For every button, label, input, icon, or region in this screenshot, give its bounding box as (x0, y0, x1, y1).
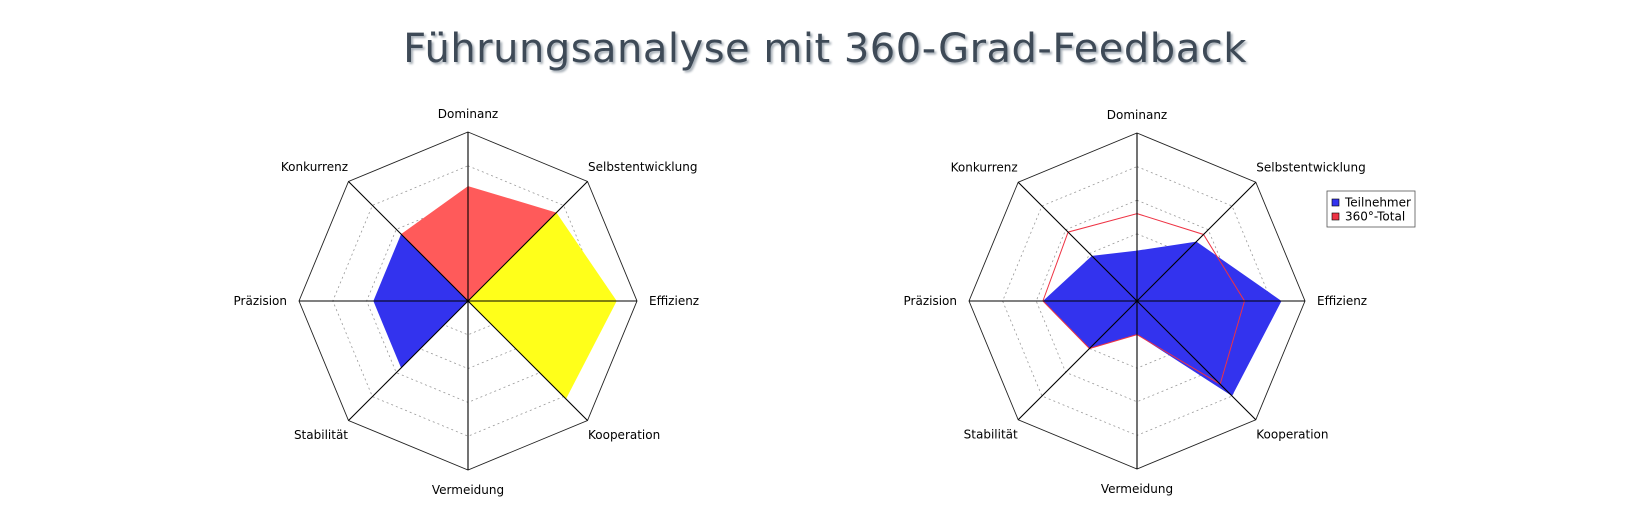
axis-label-selbstentwicklung: Selbstentwicklung (1256, 161, 1365, 175)
radar-chart-1: Dominanz Selbstentwicklung Effizienz Kooper… (234, 107, 700, 497)
axis-label-effizienz: Effizienz (1317, 294, 1367, 308)
axis-label-effizienz: Effizienz (649, 294, 699, 308)
spoke-kooperation (467, 300, 588, 421)
axis-label-kooperation: Kooperation (588, 428, 660, 442)
axis-label-konkurrenz: Konkurrenz (281, 160, 348, 174)
axis-label-kooperation: Kooperation (1256, 427, 1328, 441)
legend-swatch-360-total (1331, 212, 1340, 221)
axis-label-dominanz: Dominanz (438, 107, 498, 121)
axis-label-selbstentwicklung: Selbstentwicklung (588, 160, 697, 174)
radar-sector-2 (468, 212, 617, 399)
axis-label-praezision: Präzision (904, 294, 957, 308)
spoke-konkurrenz (1017, 181, 1138, 302)
axis-label-vermeidung: Vermeidung (432, 483, 504, 497)
page-title: Führungsanalyse mit 360-Grad-Feedback (403, 26, 1247, 72)
spoke-stabilitaet (1017, 300, 1138, 421)
axis-label-vermeidung: Vermeidung (1101, 482, 1173, 496)
legend-swatch-teilnehmer (1331, 198, 1340, 207)
axis-label-stabilitaet: Stabilität (964, 427, 1018, 441)
spoke-stabilitaet (348, 300, 469, 421)
radar-chart-2: Dominanz Selbstentwicklung Effizienz Kooper… (904, 108, 1416, 496)
spoke-selbstentwicklung (467, 181, 588, 302)
legend-box (1326, 190, 1416, 228)
axis-label-konkurrenz: Konkurrenz (951, 161, 1018, 175)
axis-label-dominanz: Dominanz (1107, 108, 1167, 122)
spoke-kooperation (1136, 300, 1257, 421)
spoke-selbstentwicklung (1136, 181, 1257, 302)
series-teilnehmer (1042, 241, 1282, 397)
legend-label-360-total: 360°-Total (1345, 210, 1405, 224)
legend-label-teilnehmer: Teilnehmer (1344, 196, 1411, 210)
axis-label-praezision: Präzision (234, 294, 287, 308)
spoke-konkurrenz (348, 181, 469, 302)
axis-label-stabilitaet: Stabilität (294, 428, 348, 442)
